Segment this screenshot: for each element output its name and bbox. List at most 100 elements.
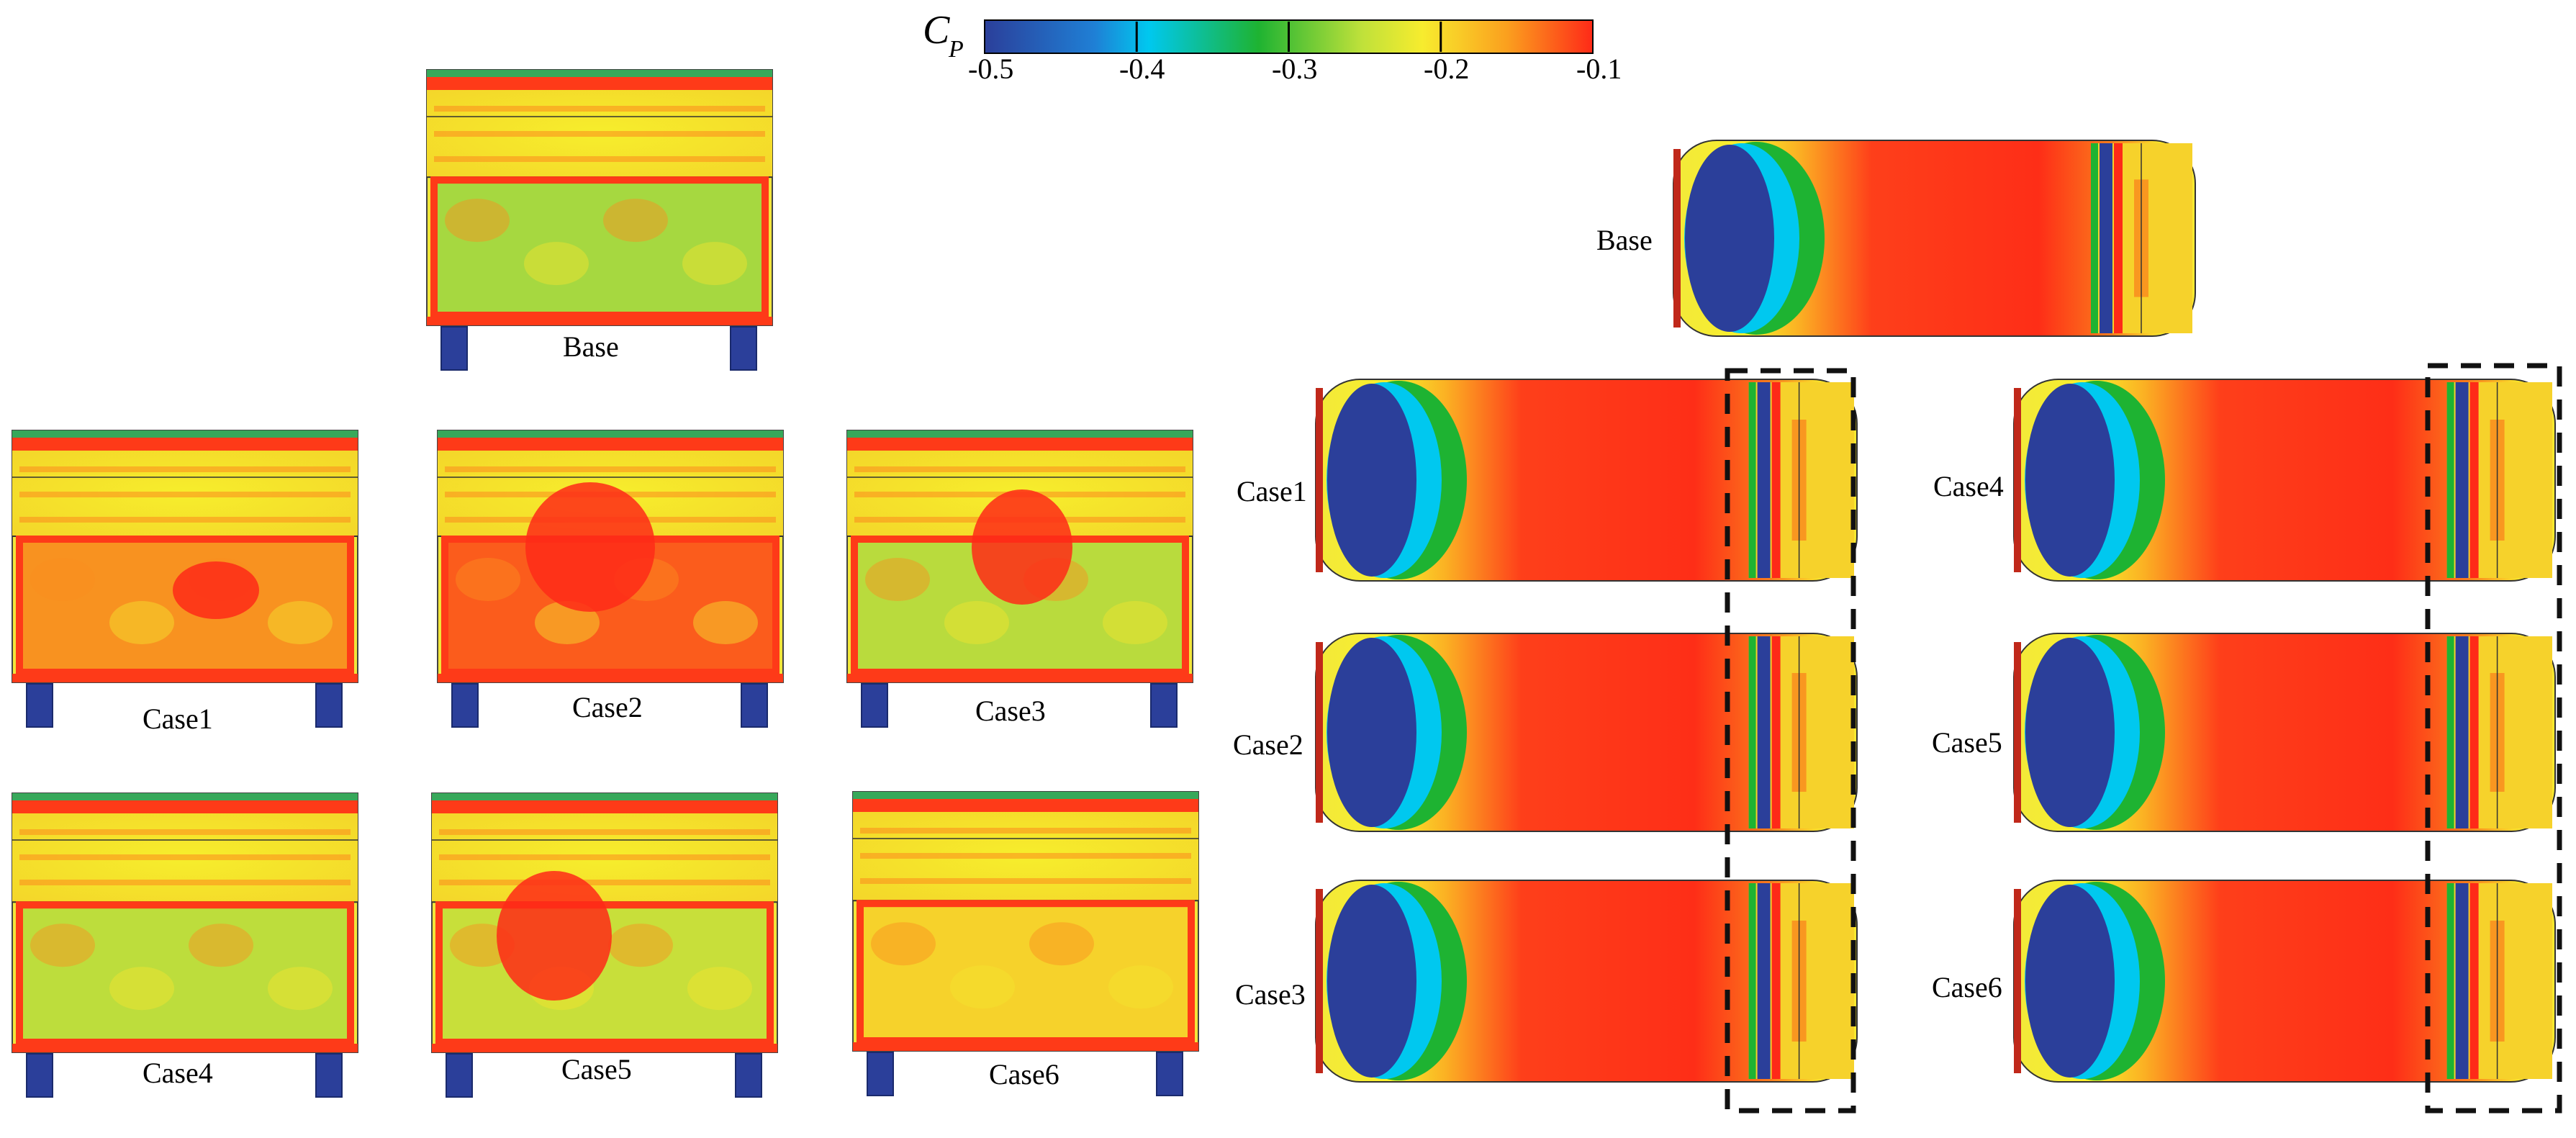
rear-view-6 bbox=[852, 791, 1199, 1096]
side-rear-band bbox=[1757, 382, 1771, 578]
rear-streak bbox=[439, 854, 770, 860]
rear-blob bbox=[682, 242, 747, 286]
side-view-2 bbox=[1315, 633, 1858, 832]
rear-blob bbox=[535, 601, 600, 644]
side-nose-edge bbox=[1316, 642, 1323, 823]
rear-top-strip bbox=[438, 430, 783, 438]
side-nose-edge bbox=[1316, 388, 1323, 572]
rear-wheel-left bbox=[440, 326, 468, 371]
rear-bottom-band bbox=[12, 674, 358, 682]
side-rear-band bbox=[2446, 883, 2454, 1079]
rear-hot-spot bbox=[173, 561, 259, 619]
rear-streak bbox=[860, 853, 1191, 859]
side-view-1 bbox=[1315, 379, 1858, 582]
side-nose-blue bbox=[1685, 145, 1774, 332]
rear-blob bbox=[30, 558, 95, 601]
rear-streak bbox=[19, 492, 351, 497]
rear-wheel-left bbox=[446, 1053, 473, 1098]
side-rear-band bbox=[1748, 382, 1756, 578]
rear-wheel-right bbox=[735, 1053, 762, 1098]
rear-blob bbox=[608, 924, 673, 967]
side-nose-edge bbox=[2014, 889, 2021, 1073]
rear-wheel-right bbox=[315, 1053, 343, 1098]
side-rear-band bbox=[1771, 382, 1781, 578]
rear-bottom-band bbox=[427, 317, 772, 325]
rear-streak bbox=[434, 106, 765, 112]
rear-wheel-left bbox=[451, 683, 479, 728]
rear-blob bbox=[1029, 922, 1094, 966]
rear-wheel-right bbox=[315, 683, 343, 728]
side-view-0 bbox=[1673, 140, 2196, 337]
side-rear-band bbox=[2455, 382, 2469, 578]
rear-streak bbox=[19, 517, 351, 523]
side-label-case2: Case2 bbox=[1233, 728, 1303, 761]
colorbar-tick-label: -0.3 bbox=[1272, 53, 1318, 85]
rear-view-2 bbox=[437, 430, 784, 728]
rear-wheel-left bbox=[867, 1052, 894, 1096]
side-rear-band bbox=[1771, 883, 1781, 1079]
rear-streak bbox=[434, 131, 765, 137]
rear-streak bbox=[854, 466, 1185, 472]
side-rear-band bbox=[2469, 382, 2479, 578]
rear-view-1 bbox=[12, 430, 358, 728]
rear-streak bbox=[439, 880, 770, 885]
rear-streak bbox=[434, 156, 765, 162]
rear-top-band bbox=[12, 438, 358, 451]
colorbar-symbol: C bbox=[923, 8, 950, 53]
rear-wheel-left bbox=[26, 683, 53, 728]
rear-label-case1: Case1 bbox=[143, 703, 213, 735]
rear-wheel-right bbox=[1150, 683, 1178, 728]
colorbar-tick-label: -0.1 bbox=[1576, 53, 1622, 85]
rear-streak bbox=[19, 854, 351, 860]
side-view-4 bbox=[2013, 379, 2556, 582]
side-label-case1: Case1 bbox=[1237, 475, 1307, 507]
side-rear-band bbox=[1771, 636, 1781, 828]
rear-bottom-band bbox=[432, 1044, 777, 1052]
rear-streak bbox=[19, 466, 351, 472]
side-rear-band bbox=[2100, 143, 2112, 333]
rear-blob bbox=[950, 965, 1015, 1009]
side-rear-band bbox=[1757, 636, 1771, 828]
side-label-case6: Case6 bbox=[1932, 971, 2002, 1003]
rear-streak bbox=[860, 828, 1191, 834]
rear-wheel-right bbox=[1156, 1052, 1183, 1096]
rear-hot-spot bbox=[972, 489, 1072, 605]
rear-top-band bbox=[847, 438, 1193, 451]
rear-blob bbox=[1108, 965, 1173, 1009]
rear-bottom-band bbox=[847, 674, 1193, 682]
side-nose-blue bbox=[1327, 638, 1416, 827]
rear-top-strip bbox=[12, 793, 358, 800]
rear-top-strip bbox=[432, 793, 777, 800]
side-nose-blue bbox=[1327, 885, 1416, 1078]
side-view-3 bbox=[1315, 880, 1858, 1083]
side-rear-band bbox=[1748, 883, 1756, 1079]
rear-top-strip bbox=[853, 792, 1198, 799]
rear-blob bbox=[693, 601, 758, 644]
side-label-case4: Case4 bbox=[1933, 470, 2004, 502]
side-label-base: Base bbox=[1596, 224, 1653, 256]
rear-blob bbox=[603, 199, 668, 243]
rear-blob bbox=[524, 242, 589, 286]
rear-top-strip bbox=[847, 430, 1193, 438]
side-nose-edge bbox=[2014, 642, 2021, 823]
rear-hot-spot bbox=[525, 482, 655, 612]
side-rear-band bbox=[1757, 883, 1771, 1079]
rear-view-3 bbox=[846, 430, 1193, 728]
rear-top-strip bbox=[427, 70, 772, 77]
side-rear-band bbox=[2455, 636, 2469, 828]
side-rear-band bbox=[2469, 883, 2479, 1079]
rear-streak bbox=[445, 466, 776, 472]
side-rear-band bbox=[2446, 382, 2454, 578]
side-nose-edge bbox=[1673, 149, 1681, 328]
rear-blob bbox=[30, 924, 95, 967]
rear-lower-region bbox=[16, 901, 354, 1046]
side-view-5 bbox=[2013, 633, 2556, 832]
rear-blob bbox=[268, 601, 333, 644]
rear-hot-spot bbox=[497, 871, 612, 1001]
colorbar bbox=[984, 19, 1594, 54]
colorbar-tick-label: -0.2 bbox=[1424, 53, 1470, 85]
rear-label-case5: Case5 bbox=[561, 1053, 632, 1085]
rear-top-band bbox=[12, 800, 358, 813]
